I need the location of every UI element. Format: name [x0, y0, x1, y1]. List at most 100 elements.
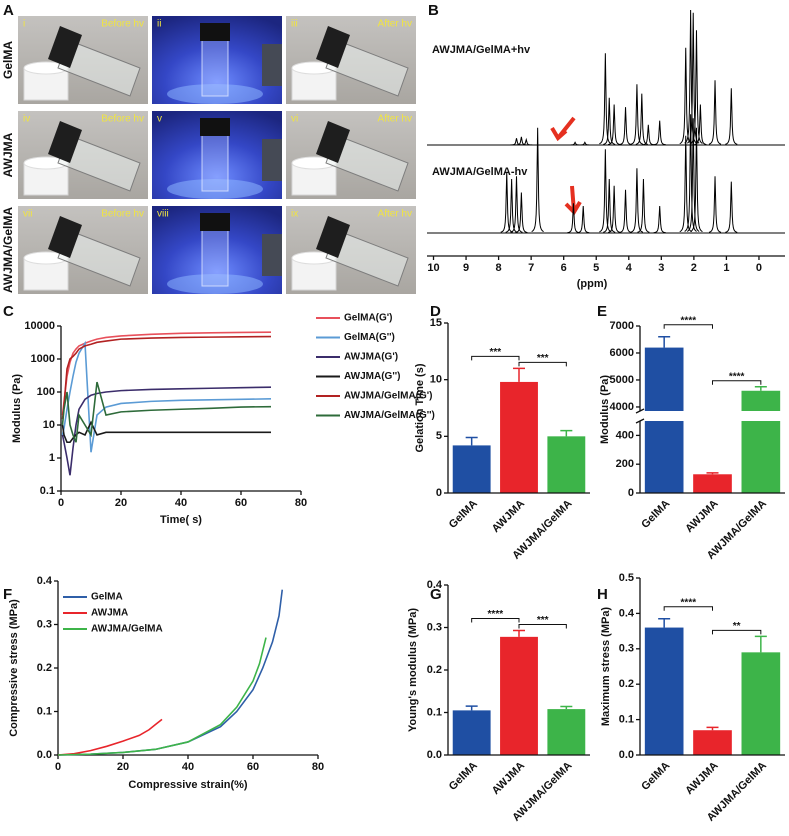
- trace-label: AWJMA/GelMA-hv: [432, 166, 528, 178]
- bar: [547, 709, 586, 755]
- peak: [679, 47, 692, 145]
- y-tick-label: 400: [616, 429, 634, 441]
- x-tick-label: GelMA: [639, 498, 672, 531]
- y-tick-label: 200: [616, 458, 634, 470]
- significance-bracket: [663, 606, 713, 611]
- photo-index: iii: [291, 19, 298, 30]
- x-tick-label: 8: [496, 262, 502, 274]
- peak: [725, 181, 738, 233]
- photo-caption: Before hv: [101, 209, 144, 220]
- y-axis-label: Gelation Time (s): [414, 363, 426, 452]
- break-mark: [635, 408, 645, 424]
- x-axis-label: Time( s): [160, 514, 202, 526]
- vial-cap: [316, 216, 350, 258]
- peak: [577, 205, 590, 234]
- legend-label: AWJMA/GelMA(G''): [344, 410, 435, 421]
- significance-bracket: [471, 355, 520, 361]
- error-bar: [658, 336, 671, 348]
- significance-label: ****: [681, 315, 697, 326]
- peak: [630, 84, 644, 145]
- x-tick-label: 6: [561, 262, 567, 274]
- y-tick-label: 0.4: [619, 607, 635, 619]
- photo-index: iv: [23, 114, 30, 125]
- significance-bracket: [518, 361, 567, 367]
- peak: [599, 53, 612, 145]
- significance-label: ****: [729, 371, 745, 382]
- bar: [452, 445, 491, 493]
- glow: [167, 84, 263, 104]
- y-tick-label: 0: [628, 487, 634, 499]
- x-tick-label: GelMA: [447, 760, 480, 793]
- legend-label: GelMA(G''): [344, 332, 395, 343]
- x-tick-label: 2: [691, 262, 697, 274]
- vial-glass: [201, 229, 229, 287]
- vial-cap: [48, 26, 82, 68]
- row-label: GelMA: [1, 41, 15, 79]
- legend-label: AWJMA/GelMA: [91, 624, 163, 635]
- y-tick-label: 10: [430, 374, 442, 386]
- y-tick-label: 0.3: [37, 618, 52, 630]
- significance-bracket: [712, 629, 762, 635]
- panel-label: A: [3, 2, 14, 19]
- panel-label: C: [3, 303, 14, 320]
- error-bar: [754, 385, 767, 391]
- series-line: [61, 340, 272, 453]
- x-tick-label: 10: [427, 262, 439, 274]
- vial-glass: [201, 134, 229, 192]
- peak: [608, 104, 621, 145]
- legend-label: AWJMA/GelMA(G'): [344, 391, 433, 402]
- error-bar: [465, 705, 478, 711]
- lamp: [262, 139, 282, 181]
- y-tick-label: 0.1: [37, 705, 52, 717]
- y-tick-label: 0.2: [619, 678, 634, 690]
- error-bar: [706, 726, 719, 731]
- y-tick-label: 0.1: [427, 706, 442, 718]
- photo-index: ii: [157, 19, 161, 30]
- vial-glass: [201, 39, 229, 97]
- y-axis-label: Modulus (Pa): [599, 375, 611, 444]
- significance-label: ***: [537, 615, 549, 626]
- y-tick-label: 0.3: [427, 621, 442, 633]
- vial-cap: [48, 121, 82, 163]
- x-tick-label: AWJMA: [683, 760, 720, 797]
- series-line: [61, 381, 272, 443]
- error-bar: [754, 635, 767, 653]
- series-line: [61, 386, 272, 476]
- peak: [515, 136, 528, 146]
- peak: [505, 178, 518, 233]
- significance-bracket: [471, 617, 520, 623]
- x-tick-label: 4: [626, 262, 633, 274]
- y-tick-label: 5000: [610, 374, 634, 386]
- panel-label: H: [597, 586, 608, 603]
- significance-label: ***: [489, 347, 501, 358]
- y-axis-label: Modulus (Pa): [11, 374, 23, 443]
- y-axis-label: Young's modulus (MPa): [407, 608, 419, 732]
- peak: [686, 118, 700, 232]
- x-tick-label: 0: [58, 497, 64, 509]
- peak: [642, 124, 655, 146]
- photo-caption: After hv: [378, 114, 412, 125]
- y-tick-label: 4000: [610, 401, 634, 413]
- panel-label: G: [430, 586, 442, 603]
- photo-caption: After hv: [378, 209, 412, 220]
- axis-break: [634, 411, 785, 421]
- vial-cap: [48, 216, 82, 258]
- peak: [725, 88, 738, 145]
- peak: [690, 127, 703, 233]
- y-tick-label: 0.2: [37, 662, 52, 674]
- peak: [510, 176, 523, 233]
- y-tick-label: 0.0: [619, 749, 634, 761]
- row-label: AWJMA: [1, 132, 15, 177]
- series-line: [57, 718, 163, 756]
- photo-index: vi: [291, 114, 298, 125]
- legend-label: GelMA: [91, 592, 123, 603]
- bar: [741, 652, 781, 755]
- significance-label: ****: [488, 609, 504, 620]
- x-tick-label: 5: [593, 262, 599, 274]
- significance-label: **: [733, 621, 741, 632]
- x-tick-label: 3: [658, 262, 664, 274]
- series-line: [61, 335, 272, 420]
- vial-cap: [316, 26, 350, 68]
- panel-label: E: [597, 303, 607, 320]
- vial-cap: [200, 23, 230, 41]
